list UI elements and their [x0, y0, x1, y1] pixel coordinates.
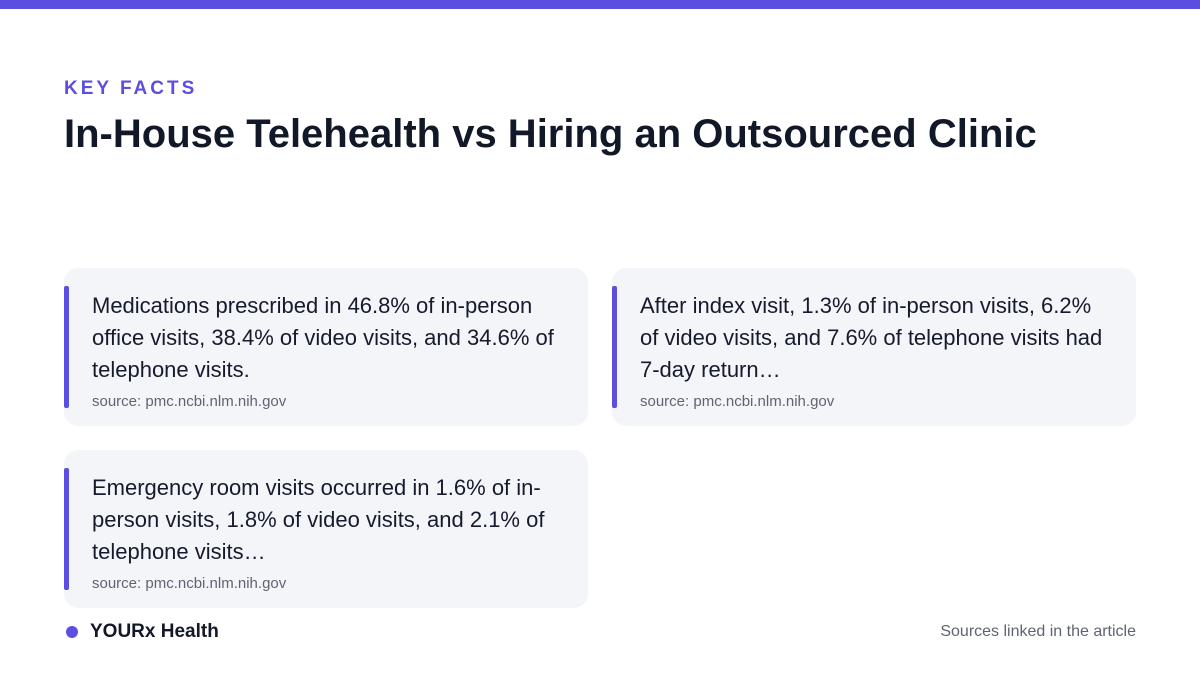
- card-accent-bar: [64, 286, 69, 408]
- fact-source: source: pmc.ncbi.nlm.nih.gov: [92, 575, 287, 592]
- fact-source: source: pmc.ncbi.nlm.nih.gov: [640, 393, 835, 410]
- fact-source: source: pmc.ncbi.nlm.nih.gov: [92, 393, 287, 410]
- eyebrow-label: KEY FACTS: [64, 78, 198, 99]
- card-accent-bar: [612, 286, 617, 408]
- footer-note: Sources linked in the article: [940, 623, 1136, 640]
- brand-dot-icon: [66, 626, 78, 638]
- fact-card: Emergency room visits occurred in 1.6% o…: [64, 450, 588, 608]
- brand-name: YOURx Health: [90, 621, 219, 642]
- page-title: In-House Telehealth vs Hiring an Outsour…: [64, 112, 1037, 156]
- fact-text: Emergency room visits occurred in 1.6% o…: [92, 475, 545, 564]
- fact-card: Medications prescribed in 46.8% of in-pe…: [64, 268, 588, 426]
- fact-text: After index visit, 1.3% of in-person vis…: [640, 293, 1103, 382]
- card-accent-bar: [64, 468, 69, 590]
- top-accent-bar: [0, 0, 1200, 9]
- fact-text: Medications prescribed in 46.8% of in-pe…: [92, 293, 554, 382]
- fact-card: After index visit, 1.3% of in-person vis…: [612, 268, 1136, 426]
